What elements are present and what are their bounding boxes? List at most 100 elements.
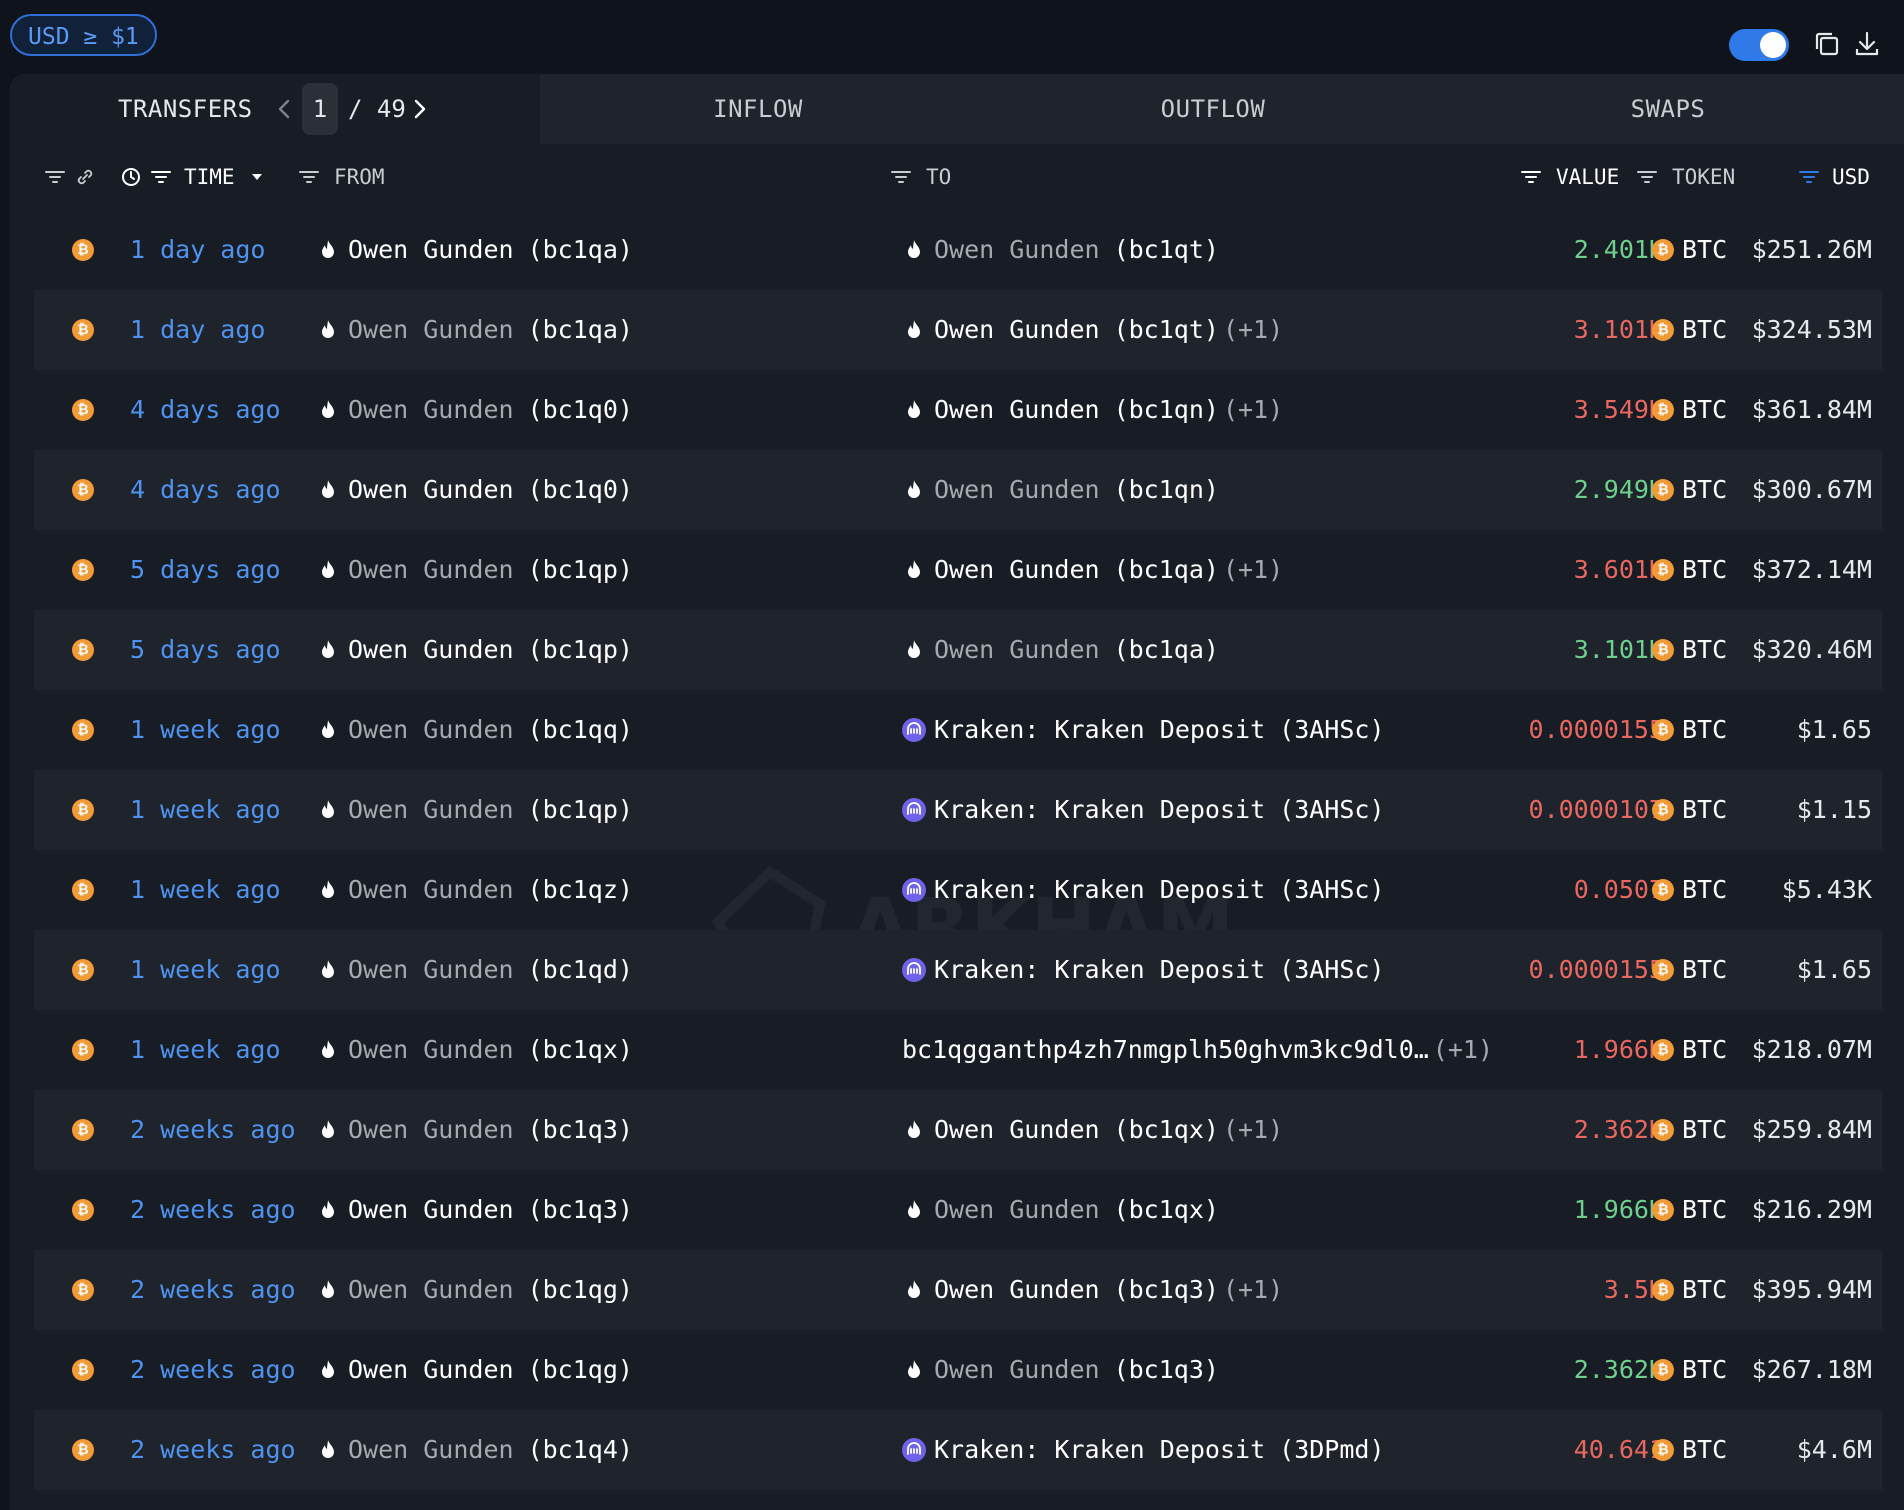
time-link[interactable]: 1 day ago (130, 315, 266, 344)
token-cell[interactable]: ₿ BTC (1652, 1090, 1727, 1170)
token-cell[interactable]: ₿ BTC (1652, 1010, 1727, 1090)
page-number-input[interactable]: 1 (302, 83, 338, 135)
table-row[interactable]: ₿ 5 days ago Owen Gunden (bc1qp) Owen Gunden… (34, 530, 1882, 610)
time-link[interactable]: 2 weeks ago (130, 1355, 296, 1384)
table-row[interactable]: ₿ 2 weeks ago Owen Gunden (bc1q4) Kraken: Kr… (34, 1410, 1882, 1490)
table-row[interactable]: ₿ 1 day ago Owen Gunden (bc1qa) Owen Gunden (… (34, 210, 1882, 290)
table-row[interactable]: ₿ 1 week ago Owen Gunden (bc1qd) Kraken: Kra… (34, 930, 1882, 1010)
sort-down-icon[interactable] (246, 167, 268, 187)
column-time[interactable]: TIME (184, 165, 235, 189)
link-icon[interactable] (74, 167, 96, 187)
from-entity[interactable]: Owen Gunden (bc1qg) (316, 1330, 633, 1410)
to-entity[interactable]: Owen Gunden (bc1qt) (+1) (902, 290, 1283, 370)
token-cell[interactable]: ₿ BTC (1652, 1330, 1727, 1410)
to-entity[interactable]: Kraken: Kraken Deposit (3AHSc) (902, 690, 1385, 770)
download-icon[interactable] (1851, 28, 1883, 60)
from-entity[interactable]: Owen Gunden (bc1q0) (316, 450, 633, 530)
table-row[interactable]: ₿ 2 weeks ago Owen Gunden (bc1q3) Owen Gunde… (34, 1090, 1882, 1170)
column-from[interactable]: FROM (334, 165, 385, 189)
from-entity[interactable]: Owen Gunden (bc1qd) (316, 930, 633, 1010)
time-link[interactable]: 5 days ago (130, 555, 281, 584)
to-entity[interactable]: Kraken: Kraken Deposit (3AHSc) (902, 770, 1385, 850)
filter-icon[interactable] (44, 167, 66, 187)
token-cell[interactable]: ₿ BTC (1652, 770, 1727, 850)
table-row[interactable]: ₿ 2 weeks ago Owen Gunden (bc1qg) Owen Gunde… (34, 1250, 1882, 1330)
from-entity[interactable]: Owen Gunden (bc1q4) (316, 1410, 633, 1490)
value-filter-icon[interactable] (1520, 167, 1542, 187)
time-link[interactable]: 2 weeks ago (130, 1115, 296, 1144)
copy-icon[interactable] (1811, 28, 1843, 60)
from-entity[interactable]: Owen Gunden (bc1qz) (316, 850, 633, 930)
tab-outflow[interactable]: OUTFLOW (1160, 95, 1266, 123)
to-entity[interactable]: Kraken: Kraken Deposit (3DPmd) (902, 1410, 1385, 1490)
to-entity[interactable]: Kraken: Kraken Deposit (3AHSc) (902, 930, 1385, 1010)
usd-filter-chip[interactable]: USD ≥ $1 (10, 14, 157, 56)
token-cell[interactable]: ₿ BTC (1652, 850, 1727, 930)
table-row[interactable]: ₿ 5 days ago Owen Gunden (bc1qp) Owen Gunden… (34, 610, 1882, 690)
column-usd[interactable]: USD (1832, 165, 1870, 189)
to-entity[interactable]: Owen Gunden (bc1qa) (+1) (902, 530, 1283, 610)
from-filter-icon[interactable] (298, 167, 320, 187)
to-entity[interactable]: Owen Gunden (bc1qa) (902, 610, 1219, 690)
from-entity[interactable]: Owen Gunden (bc1q0) (316, 370, 633, 450)
to-entity[interactable]: Owen Gunden (bc1qt) (902, 210, 1219, 290)
time-filter-icon[interactable] (150, 167, 172, 187)
to-entity[interactable]: Owen Gunden (bc1q3) (+1) (902, 1250, 1283, 1330)
table-row[interactable]: ₿ 1 week ago Owen Gunden (bc1qp) Kraken: Kra… (34, 770, 1882, 850)
from-entity[interactable]: Owen Gunden (bc1qp) (316, 610, 633, 690)
to-filter-icon[interactable] (890, 167, 912, 187)
time-link[interactable]: 2 weeks ago (130, 1275, 296, 1304)
time-link[interactable]: 1 week ago (130, 795, 281, 824)
time-link[interactable]: 1 week ago (130, 1035, 281, 1064)
time-link[interactable]: 4 days ago (130, 475, 281, 504)
column-token[interactable]: TOKEN (1672, 165, 1736, 189)
from-entity[interactable]: Owen Gunden (bc1qp) (316, 770, 633, 850)
to-entity[interactable]: Owen Gunden (bc1qn) (902, 450, 1219, 530)
token-cell[interactable]: ₿ BTC (1652, 290, 1727, 370)
from-entity[interactable]: Owen Gunden (bc1qq) (316, 690, 633, 770)
token-cell[interactable]: ₿ BTC (1652, 450, 1727, 530)
from-entity[interactable]: Owen Gunden (bc1q3) (316, 1090, 633, 1170)
token-cell[interactable]: ₿ BTC (1652, 690, 1727, 770)
chevron-left-icon[interactable] (272, 96, 298, 122)
usd-filter-icon[interactable] (1798, 167, 1820, 187)
table-row[interactable]: ₿ 2 weeks ago Owen Gunden (bc1qg) Owen Gunde… (34, 1330, 1882, 1410)
time-link[interactable]: 1 week ago (130, 715, 281, 744)
token-cell[interactable]: ₿ BTC (1652, 610, 1727, 690)
chevron-right-icon[interactable] (406, 96, 432, 122)
time-link[interactable]: 1 day ago (130, 235, 266, 264)
table-row[interactable]: ₿ 1 week ago Owen Gunden (bc1qq) Kraken: Kra… (34, 690, 1882, 770)
column-to[interactable]: TO (926, 165, 952, 189)
from-entity[interactable]: Owen Gunden (bc1qa) (316, 210, 633, 290)
token-cell[interactable]: ₿ BTC (1652, 930, 1727, 1010)
table-row[interactable]: ₿ 1 day ago Owen Gunden (bc1qa) Owen Gunden (… (34, 290, 1882, 370)
view-toggle[interactable] (1729, 29, 1789, 61)
table-row[interactable]: ₿ 2 weeks ago Owen Gunden (bc1q3) Owen Gunde… (34, 1170, 1882, 1250)
to-entity[interactable]: Owen Gunden (bc1qn) (+1) (902, 370, 1283, 450)
to-entity[interactable]: Kraken: Kraken Deposit (3AHSc) (902, 850, 1385, 930)
tab-swaps[interactable]: SWAPS (1630, 95, 1706, 123)
from-entity[interactable]: Owen Gunden (bc1qx) (316, 1010, 633, 1090)
time-link[interactable]: 4 days ago (130, 395, 281, 424)
token-cell[interactable]: ₿ BTC (1652, 370, 1727, 450)
time-link[interactable]: 2 weeks ago (130, 1195, 296, 1224)
to-entity[interactable]: Owen Gunden (bc1qx) (+1) (902, 1090, 1283, 1170)
token-filter-icon[interactable] (1636, 167, 1658, 187)
table-row[interactable]: ₿ 1 week ago Owen Gunden (bc1qx) bc1qgganthp… (34, 1010, 1882, 1090)
from-entity[interactable]: Owen Gunden (bc1qa) (316, 290, 633, 370)
from-entity[interactable]: Owen Gunden (bc1q3) (316, 1170, 633, 1250)
token-cell[interactable]: ₿ BTC (1652, 1250, 1727, 1330)
time-link[interactable]: 5 days ago (130, 635, 281, 664)
token-cell[interactable]: ₿ BTC (1652, 1410, 1727, 1490)
token-cell[interactable]: ₿ BTC (1652, 530, 1727, 610)
from-entity[interactable]: Owen Gunden (bc1qp) (316, 530, 633, 610)
table-row[interactable]: ₿ 4 days ago Owen Gunden (bc1q0) Owen Gunden… (34, 450, 1882, 530)
table-row[interactable]: ₿ 4 days ago Owen Gunden (bc1q0) Owen Gunden… (34, 370, 1882, 450)
table-row[interactable]: ₿ 1 week ago Owen Gunden (bc1qz) Kraken: Kra… (34, 850, 1882, 930)
column-value[interactable]: VALUE (1556, 165, 1620, 189)
time-link[interactable]: 1 week ago (130, 875, 281, 904)
token-cell[interactable]: ₿ BTC (1652, 210, 1727, 290)
to-entity[interactable]: Owen Gunden (bc1qx) (902, 1170, 1219, 1250)
clock-icon[interactable] (120, 167, 142, 187)
token-cell[interactable]: ₿ BTC (1652, 1170, 1727, 1250)
